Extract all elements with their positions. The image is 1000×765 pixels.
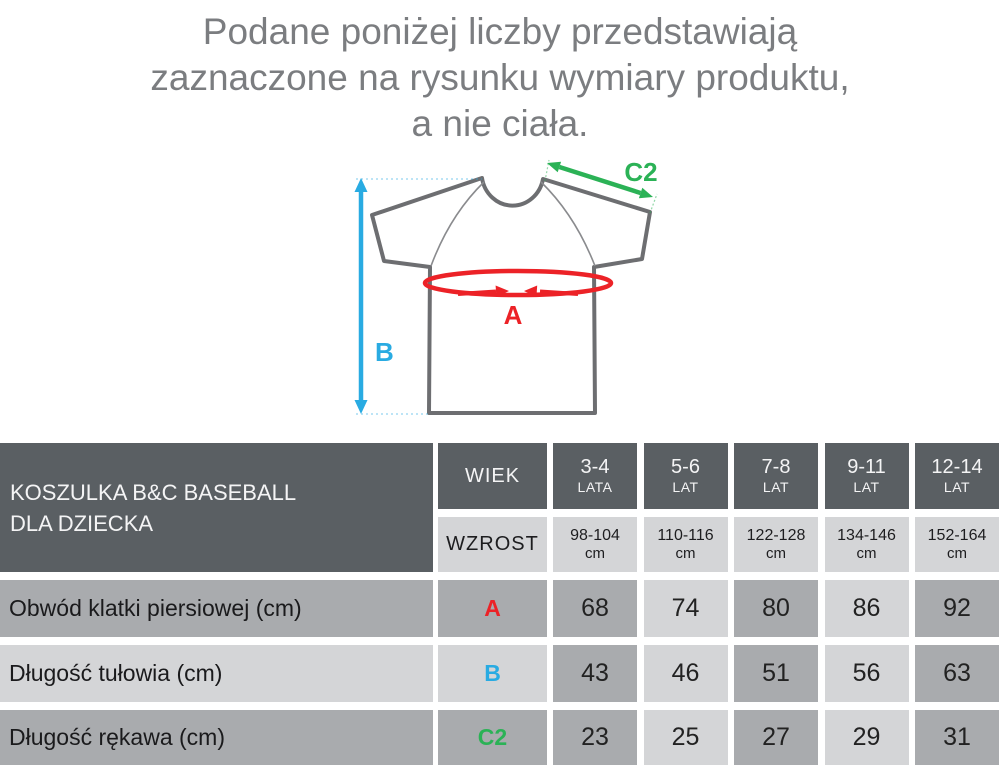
measurement-letter-c2: C2 xyxy=(438,710,547,765)
length-value-4: 56 xyxy=(824,645,909,702)
height-unit: cm xyxy=(766,545,786,562)
length-value-3: 51 xyxy=(734,645,818,702)
size-table: KOSZULKA B&C BASEBALL DLA DZIECKA WIEK 3… xyxy=(0,443,1000,765)
age-range: 9-11 xyxy=(847,456,886,478)
height-range: 122-128 xyxy=(746,527,806,544)
age-unit: LAT xyxy=(762,479,790,495)
age-unit: LATA xyxy=(577,479,613,495)
raglan-seam-left xyxy=(430,181,485,267)
raglan-seam-right xyxy=(540,181,596,267)
height-range: 110-116 xyxy=(657,527,714,544)
chest-value-2: 74 xyxy=(643,580,728,637)
age-cell-1: 3-4 LATA xyxy=(553,443,637,509)
chest-value-5: 92 xyxy=(915,580,999,637)
sleeve-value-5: 31 xyxy=(915,710,999,765)
chest-value-1: 68 xyxy=(553,580,637,637)
measurement-label-sleeve: Długość rękawa (cm) xyxy=(0,710,433,765)
c2-label: C2 xyxy=(624,157,657,187)
age-range: 5-6 xyxy=(671,456,700,478)
sleeve-value-1: 23 xyxy=(553,710,637,765)
c2-arrow-line xyxy=(558,164,642,196)
title-line-3: a nie ciała. xyxy=(411,103,589,144)
height-unit: cm xyxy=(675,545,696,562)
height-header-cell: WZROST xyxy=(438,517,547,572)
a-arrow-left-line xyxy=(457,289,497,296)
product-name-line-1: KOSZULKA B&C BASEBALL xyxy=(10,479,297,505)
sleeve-value-4: 29 xyxy=(824,710,909,765)
height-range: 152-164 xyxy=(927,527,987,544)
age-cell-2: 5-6 LAT xyxy=(643,443,728,509)
height-cell-2: 110-116 cm xyxy=(643,517,728,572)
measurement-label-length: Długość tułowia (cm) xyxy=(0,645,433,702)
chest-ellipse xyxy=(422,268,614,298)
age-range: 12-14 xyxy=(931,456,983,478)
age-unit: LAT xyxy=(672,479,699,495)
b-label: B xyxy=(375,337,394,367)
height-unit: cm xyxy=(585,545,605,562)
sleeve-value-3: 27 xyxy=(734,710,818,765)
a-arrow-right-line xyxy=(539,289,579,296)
age-cell-5: 12-14 LAT xyxy=(915,443,999,509)
age-unit: LAT xyxy=(943,479,971,495)
length-value-2: 46 xyxy=(643,645,728,702)
length-value-5: 63 xyxy=(915,645,999,702)
length-value-1: 43 xyxy=(553,645,637,702)
a-arrowhead-left xyxy=(495,285,509,297)
b-arrowhead-top xyxy=(354,178,368,192)
a-label: A xyxy=(504,300,523,330)
age-range: 7-8 xyxy=(761,456,791,478)
height-unit: cm xyxy=(856,545,877,562)
age-cell-4: 9-11 LAT xyxy=(824,443,909,509)
age-cell-3: 7-8 LAT xyxy=(734,443,818,509)
length-arrow-b: B xyxy=(354,178,482,415)
chest-value-3: 80 xyxy=(734,580,818,637)
height-cell-1: 98-104 cm xyxy=(553,517,637,572)
product-name-cell: KOSZULKA B&C BASEBALL DLA DZIECKA xyxy=(0,443,433,572)
age-range: 3-4 xyxy=(580,456,610,478)
title-line-2: zaznaczone na rysunku wymiary produktu, xyxy=(150,57,850,98)
page-title: Podane poniżej liczby przedstawiają zazn… xyxy=(0,9,1000,147)
height-range: 134-146 xyxy=(837,527,896,544)
height-cell-4: 134-146 cm xyxy=(824,517,909,572)
b-arrowhead-bottom xyxy=(354,400,368,414)
chest-ellipse-a: A xyxy=(422,268,614,330)
c2-arrowhead-left xyxy=(547,161,562,173)
height-cell-5: 152-164 cm xyxy=(915,517,999,572)
measurement-label-chest: Obwód klatki piersiowej (cm) xyxy=(0,580,433,637)
raglan-seams xyxy=(430,181,596,267)
tshirt-measurement-diagram: B C2 A xyxy=(354,157,658,415)
measurement-letter-b: B xyxy=(438,645,547,702)
age-unit: LAT xyxy=(853,479,880,495)
chest-value-4: 86 xyxy=(824,580,909,637)
c2-guide-right xyxy=(649,193,658,214)
height-unit: cm xyxy=(947,545,967,562)
title-line-1: Podane poniżej liczby przedstawiają xyxy=(202,11,798,52)
measurement-letter-a: A xyxy=(438,580,547,637)
a-arrowhead-right xyxy=(524,285,538,297)
c2-arrowhead-right xyxy=(638,187,653,199)
age-header-cell: WIEK xyxy=(438,443,547,509)
sleeve-arrow-c2: C2 xyxy=(544,157,658,214)
height-cell-3: 122-128 cm xyxy=(734,517,818,572)
height-range: 98-104 xyxy=(570,527,620,544)
product-name-line-2: DLA DZIECKA xyxy=(10,510,154,536)
sleeve-value-2: 25 xyxy=(643,710,728,765)
